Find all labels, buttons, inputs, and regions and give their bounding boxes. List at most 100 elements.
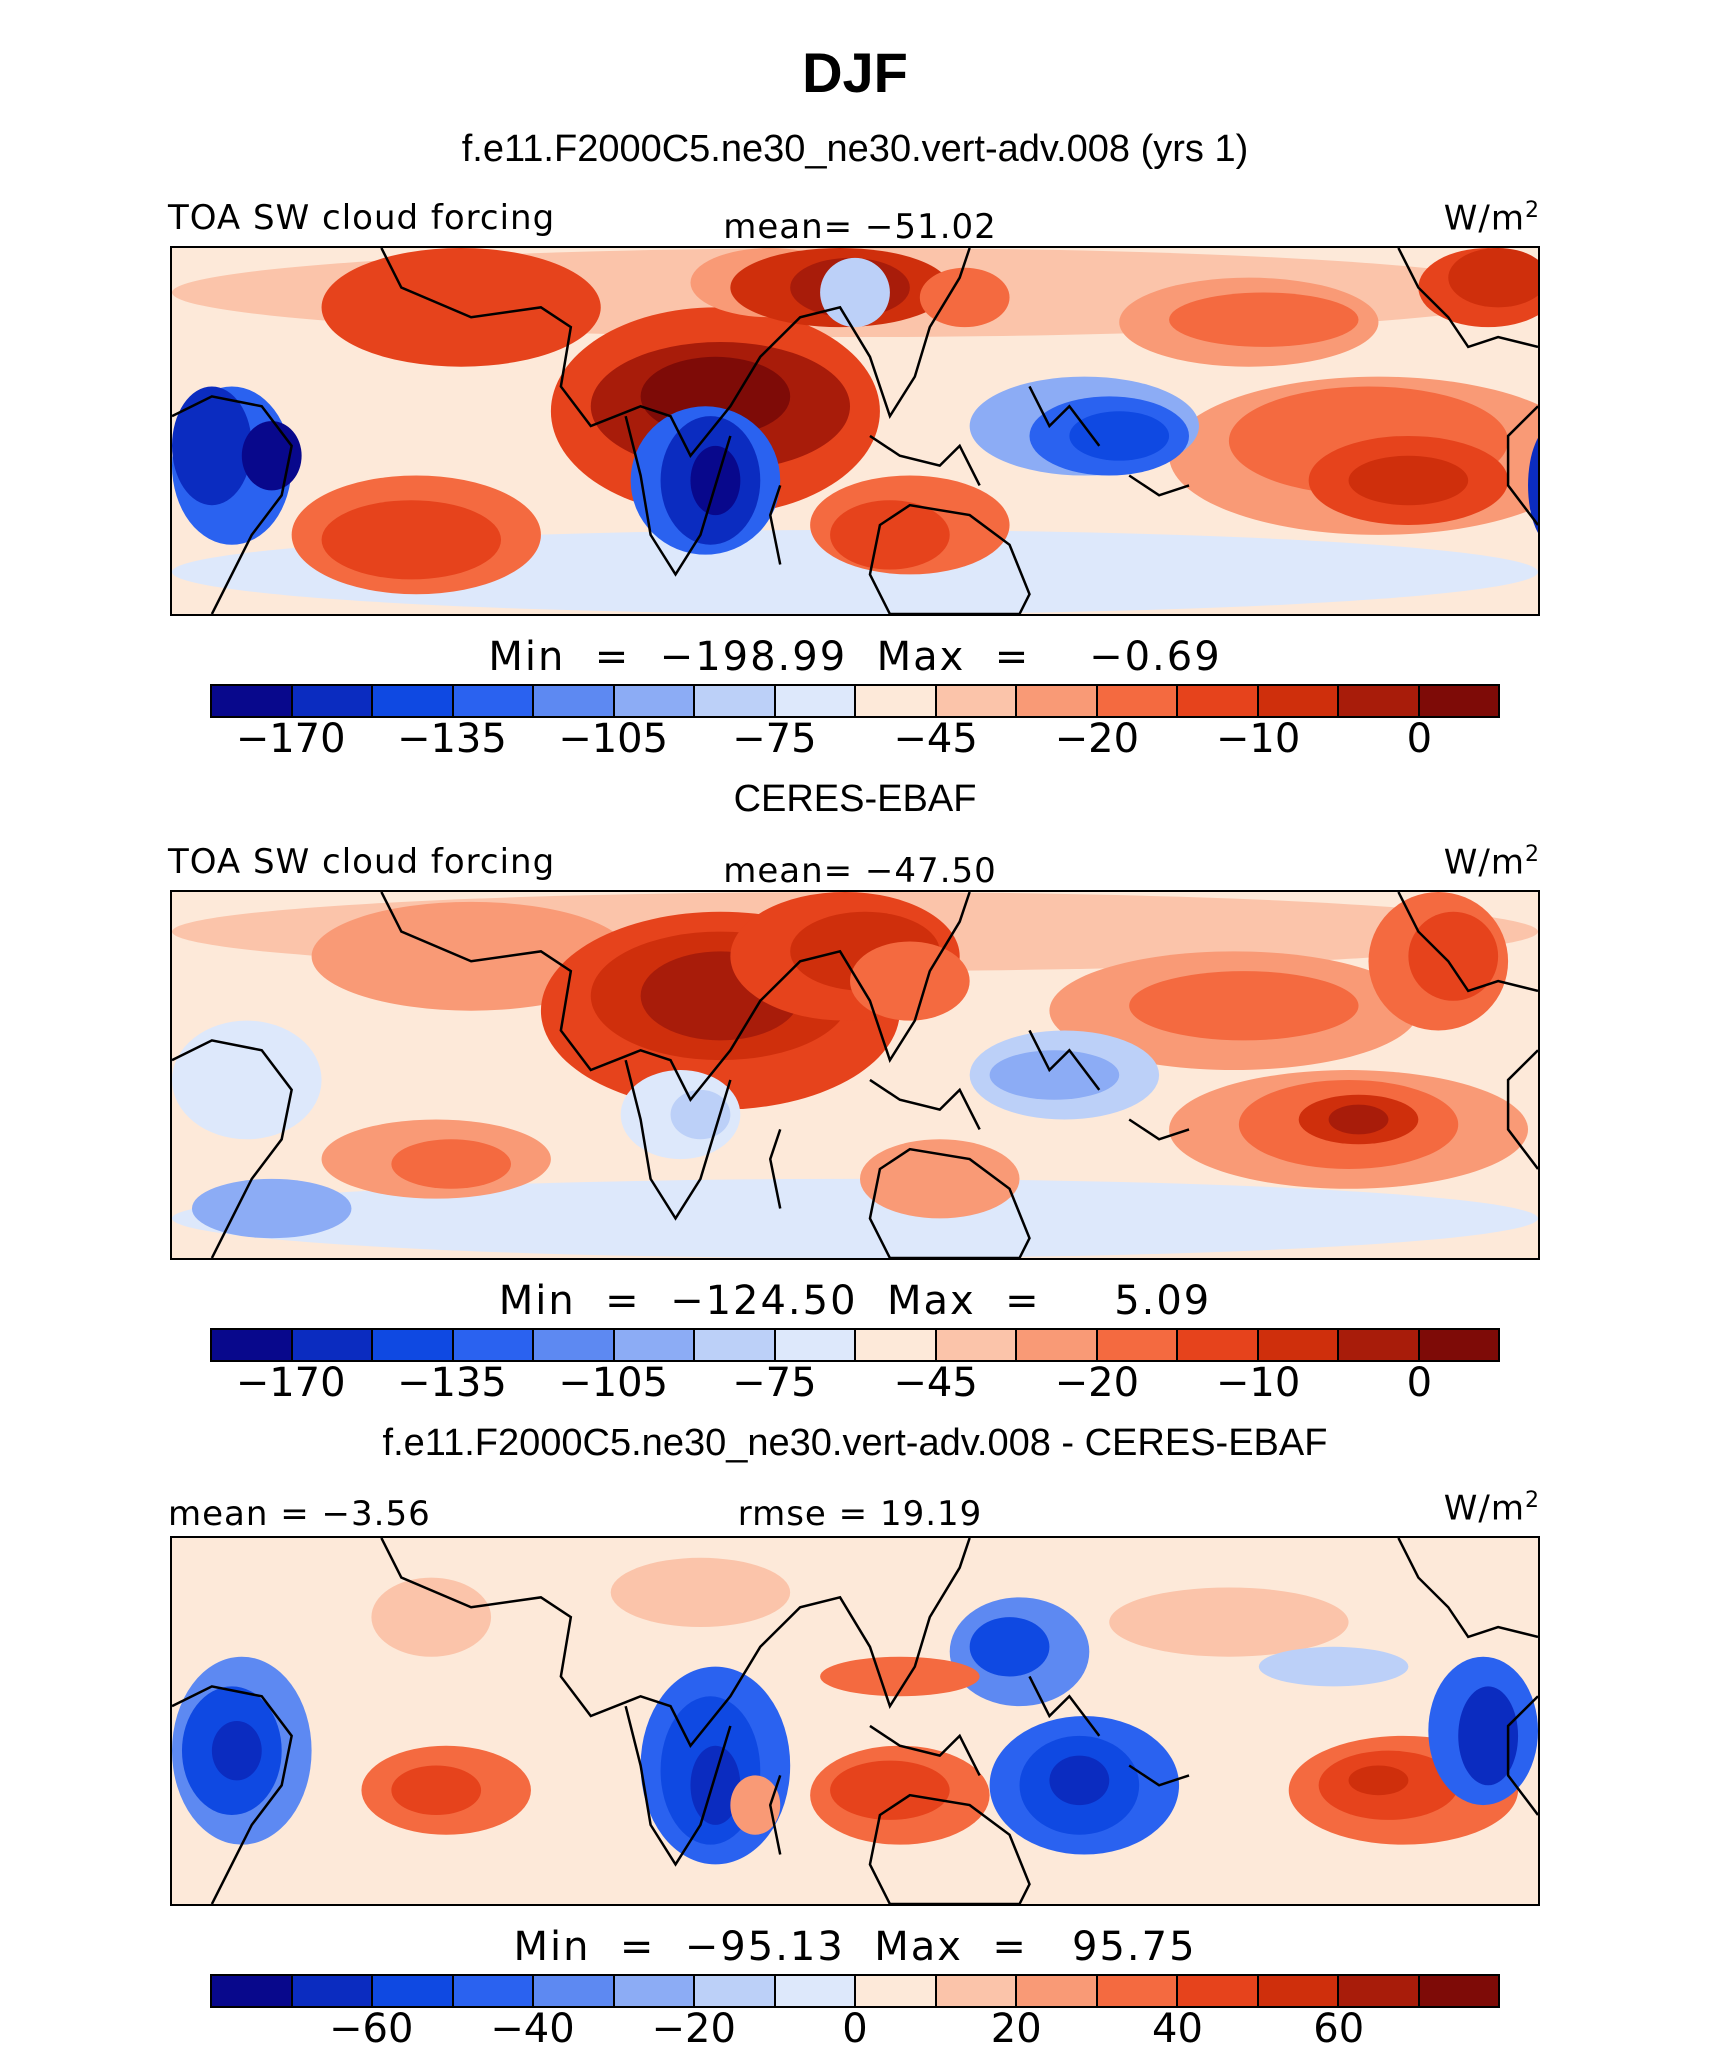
coastline bbox=[868, 503, 1031, 614]
field-contour-region bbox=[1448, 248, 1538, 308]
colorbar-swatch-4 bbox=[534, 1330, 615, 1360]
colorbar-swatch-8 bbox=[856, 1976, 937, 2006]
colorbar-swatch-11 bbox=[1097, 1330, 1178, 1360]
colorbar-swatch-1 bbox=[292, 1976, 373, 2006]
colorbar-swatch-12 bbox=[1178, 686, 1259, 716]
panel-2-case-title: CERES-EBAF bbox=[733, 778, 977, 820]
colorbar-swatch-5 bbox=[614, 686, 695, 716]
field-contour-region bbox=[690, 1745, 741, 1825]
field-contour-region bbox=[1528, 437, 1538, 533]
field-contour-region bbox=[1328, 1104, 1389, 1135]
field-contour-region bbox=[172, 386, 252, 506]
field-contour-region bbox=[191, 1178, 352, 1239]
colorbar-swatch-6 bbox=[695, 686, 776, 716]
panel-3-case-title: f.e11.F2000C5.ne30_ne30.vert-adv.008 - C… bbox=[382, 1422, 1328, 1464]
panel-3-min-max: Min = −95.13 Max = 95.75 bbox=[513, 1924, 1197, 1970]
coastline bbox=[172, 1685, 293, 1904]
field-contour-region bbox=[391, 1765, 482, 1815]
colorbar-swatch-10 bbox=[1017, 1976, 1098, 2006]
field-contour-region bbox=[690, 445, 741, 516]
colorbar-swatch-5 bbox=[614, 1976, 695, 2006]
panel-2-colorbar-ticks: −170 −135 −105 −75 −45 −20 −10 0 bbox=[210, 1360, 1500, 1410]
colorbar-swatch-3 bbox=[453, 1976, 534, 2006]
coastline bbox=[868, 1147, 1031, 1258]
field-contour-region bbox=[830, 500, 950, 570]
colorbar-tick-label: −170 bbox=[235, 716, 346, 762]
field-contour-region bbox=[211, 1721, 262, 1781]
colorbar-tick-label: −20 bbox=[1054, 1360, 1140, 1406]
panel-1-map bbox=[170, 246, 1540, 616]
colorbar-swatch-6 bbox=[695, 1330, 776, 1360]
colorbar-tick-label: −135 bbox=[396, 1360, 507, 1406]
colorbar-swatch-15 bbox=[1419, 1976, 1498, 2006]
field-contour-region bbox=[670, 1089, 731, 1140]
colorbar-tick-label: 40 bbox=[1152, 2006, 1203, 2052]
field-contour-region bbox=[1069, 411, 1170, 461]
colorbar-tick-label: 60 bbox=[1313, 2006, 1365, 2052]
coastline bbox=[172, 1039, 293, 1258]
field-contour-region bbox=[172, 1020, 322, 1140]
colorbar-tick-label: 0 bbox=[842, 2006, 868, 2052]
field-contour-region bbox=[1169, 292, 1359, 347]
coastline bbox=[380, 248, 971, 459]
coastline bbox=[1506, 405, 1538, 526]
coastline bbox=[1397, 248, 1538, 349]
colorbar-swatch-10 bbox=[1017, 1330, 1098, 1360]
coastline bbox=[1028, 1675, 1101, 1737]
field-contour-region bbox=[371, 1577, 492, 1657]
field-contour-region bbox=[1049, 1755, 1110, 1806]
panel-3-rmse-label: rmse = 19.19 bbox=[737, 1494, 983, 1534]
coastline bbox=[768, 485, 782, 565]
colorbar-swatch-7 bbox=[775, 1330, 856, 1360]
colorbar-tick-label: −40 bbox=[490, 2006, 575, 2052]
panel-2-units: W/m2 bbox=[1443, 842, 1540, 883]
colorbar-tick-label: −60 bbox=[329, 2006, 414, 2052]
colorbar-swatch-14 bbox=[1339, 686, 1420, 716]
colorbar-swatch-4 bbox=[534, 1976, 615, 2006]
coastline bbox=[1128, 1118, 1190, 1141]
colorbar-swatch-7 bbox=[775, 686, 856, 716]
colorbar-swatch-8 bbox=[856, 1330, 937, 1360]
field-contour-region bbox=[820, 257, 890, 328]
field-contour-region bbox=[391, 1139, 512, 1189]
field-contour-region bbox=[989, 1050, 1120, 1100]
figure-title: DJF bbox=[802, 41, 908, 104]
colorbar-swatch-14 bbox=[1339, 1976, 1420, 2006]
colorbar-swatch-3 bbox=[453, 1330, 534, 1360]
colorbar-swatch-9 bbox=[936, 686, 1017, 716]
colorbar-swatch-0 bbox=[212, 686, 293, 716]
field-map-svg bbox=[172, 248, 1538, 614]
field-contour-region bbox=[1109, 1587, 1349, 1657]
colorbar-swatch-2 bbox=[373, 1976, 454, 2006]
coastline bbox=[869, 1078, 981, 1130]
panel-2-colorbar bbox=[210, 1328, 1500, 1362]
panel-1-colorbar-ticks: −170 −135 −105 −75 −45 −20 −10 0 bbox=[210, 716, 1500, 766]
colorbar-swatch-5 bbox=[614, 1330, 695, 1360]
coastline bbox=[1028, 385, 1101, 447]
panel-1-units: W/m2 bbox=[1443, 198, 1540, 239]
field-contour-region bbox=[1408, 911, 1499, 1001]
field-map-svg bbox=[172, 892, 1538, 1258]
field-contour-region bbox=[172, 1178, 1538, 1258]
panel-2-map bbox=[170, 890, 1540, 1260]
colorbar-tick-label: −10 bbox=[1215, 1360, 1301, 1406]
field-contour-region bbox=[321, 500, 502, 580]
coastline bbox=[1397, 1538, 1538, 1639]
coastline bbox=[868, 1793, 1031, 1904]
field-map-svg bbox=[172, 1538, 1538, 1904]
colorbar-tick-label: −75 bbox=[732, 716, 817, 762]
coastline bbox=[1028, 1029, 1101, 1091]
coastline bbox=[869, 434, 981, 486]
colorbar-tick-label: −105 bbox=[558, 1360, 669, 1406]
colorbar-tick-label: 0 bbox=[1406, 716, 1433, 762]
colorbar-swatch-3 bbox=[453, 686, 534, 716]
colorbar-swatch-2 bbox=[373, 1330, 454, 1360]
colorbar-swatch-9 bbox=[936, 1976, 1017, 2006]
field-contour-region bbox=[172, 1824, 1538, 1904]
colorbar-swatch-4 bbox=[534, 686, 615, 716]
field-contour-region bbox=[1348, 1765, 1409, 1796]
field-contour-region bbox=[850, 941, 970, 1021]
colorbar-swatch-11 bbox=[1097, 686, 1178, 716]
colorbar-swatch-14 bbox=[1339, 1330, 1420, 1360]
colorbar-swatch-13 bbox=[1258, 1330, 1339, 1360]
